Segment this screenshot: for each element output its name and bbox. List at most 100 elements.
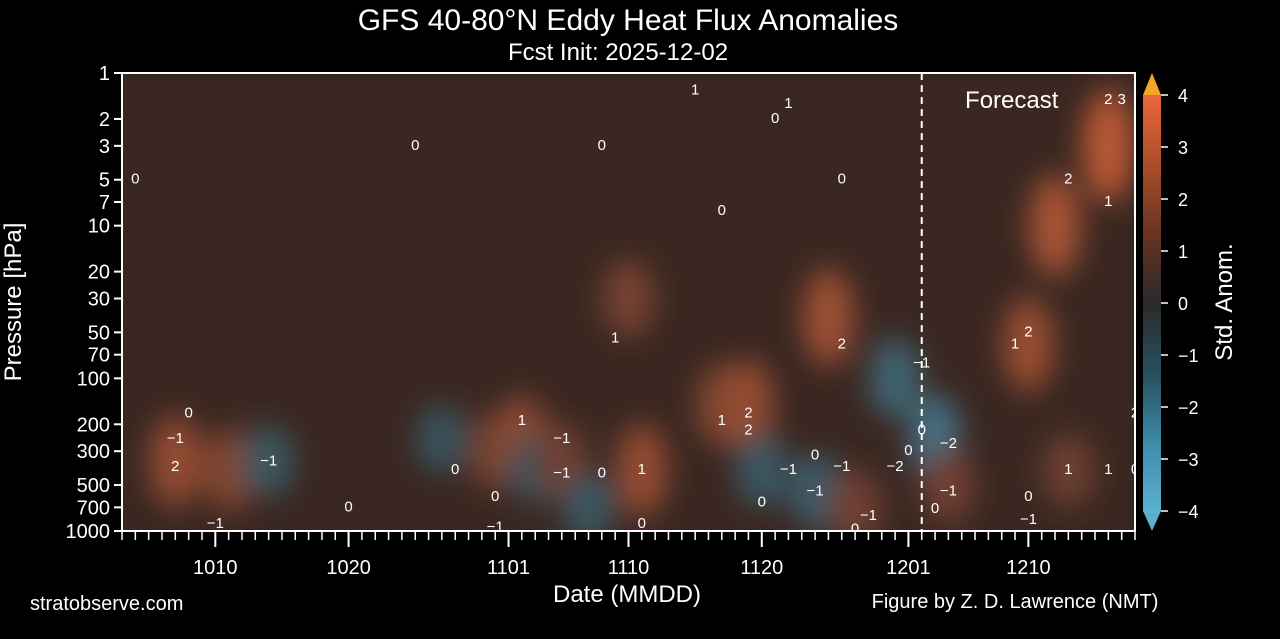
- y-tick-label-700: 700: [77, 497, 110, 519]
- contour-label-9: 0: [491, 488, 499, 505]
- contour-label-44: 0: [1024, 488, 1032, 505]
- contour-label-19: 1: [691, 81, 699, 98]
- contour-label-46: 1: [1064, 461, 1072, 478]
- colorbar-max-arrow: [1143, 73, 1161, 95]
- x-tick-label-1020: 1020: [326, 557, 371, 579]
- contour-label-7: 0: [411, 137, 419, 154]
- contour-label-31: 0: [838, 171, 846, 188]
- contour-label-23: 2: [744, 422, 752, 439]
- x-axis: 1010 1020 1101 1110 1120 1201 1210: [121, 531, 1136, 579]
- y-tick-label-50: 50: [88, 322, 110, 344]
- contour-label-11: 1: [518, 412, 526, 429]
- x-tick-label-1210: 1210: [1006, 557, 1051, 579]
- anomaly-blob-1: [202, 428, 255, 512]
- anomaly-blob-23: [1082, 89, 1135, 202]
- colorbar-tick-label-4: 0: [1178, 294, 1188, 314]
- contour-label-27: −1: [780, 461, 797, 478]
- anomaly-blob-22: [1042, 433, 1095, 508]
- contour-label-43: 2: [1024, 323, 1032, 340]
- chart-subtitle: Fcst Init: 2025-12-02: [508, 39, 728, 66]
- anomaly-blob-9: [602, 259, 655, 338]
- contour-label-12: −1: [553, 430, 570, 447]
- colorbar-tick-label-3: 1: [1178, 242, 1188, 262]
- anomaly-blob-13: [735, 433, 788, 508]
- y-tick-label-1000: 1000: [66, 521, 111, 543]
- contour-label-39: −2: [940, 435, 957, 452]
- anomaly-blob-2: [242, 425, 295, 497]
- forecast-label: Forecast: [965, 87, 1059, 114]
- y-tick-label-3: 3: [99, 136, 110, 158]
- colorbar-tick-label-1: 3: [1178, 138, 1188, 158]
- contour-label-1: 0: [184, 404, 192, 421]
- colorbar-tick-label-7: −3: [1178, 450, 1199, 470]
- contour-label-18: 0: [638, 515, 646, 532]
- anomaly-blob-10: [615, 423, 668, 517]
- anomaly-blob-12: [722, 358, 775, 452]
- colorbar: 4 3 2 1 0 −1 −2 −3 −4 Std. Anom.: [1143, 73, 1238, 531]
- contour-label-28: 0: [811, 446, 819, 463]
- y-tick-label-500: 500: [77, 475, 110, 497]
- contour-label-0: 0: [131, 171, 139, 188]
- x-tick-label-1101: 1101: [487, 557, 530, 579]
- footer-left: stratobserve.com: [30, 593, 183, 615]
- contour-label-15: 0: [598, 464, 606, 481]
- colorbar-tick-label-5: −1: [1178, 346, 1199, 366]
- contour-label-47: 2: [1064, 171, 1072, 188]
- y-tick-label-7: 7: [99, 192, 110, 214]
- contour-label-16: 1: [611, 330, 619, 347]
- contour-label-20: 0: [718, 202, 726, 219]
- contour-label-29: −1: [807, 482, 824, 499]
- contour-label-8: 0: [451, 461, 459, 478]
- contour-label-34: 0: [851, 521, 859, 538]
- contour-label-52: 2: [1131, 404, 1139, 421]
- anomaly-blob-0: [149, 414, 202, 508]
- y-tick-label-20: 20: [88, 262, 110, 284]
- y-tick-label-30: 30: [88, 289, 110, 311]
- contour-label-6: 0: [344, 498, 352, 515]
- contour-label-41: 0: [931, 500, 939, 517]
- contour-label-45: −1: [1020, 511, 1037, 528]
- colorbar-ramp: [1143, 95, 1161, 511]
- contour-label-4: −1: [260, 452, 277, 469]
- colorbar-min-arrow: [1143, 511, 1161, 531]
- colorbar-label: Std. Anom.: [1211, 243, 1238, 360]
- contour-label-22: 2: [744, 404, 752, 421]
- colorbar-tick-label-0: 4: [1178, 86, 1188, 106]
- contour-label-25: 0: [771, 110, 779, 127]
- contour-label-13: −1: [553, 464, 570, 481]
- contour-label-26: 1: [784, 95, 792, 112]
- contour-label-38: 0: [918, 422, 926, 439]
- contour-label-17: 1: [638, 461, 646, 478]
- contour-label-42: 1: [1011, 335, 1019, 352]
- contour-label-3: 2: [171, 458, 179, 475]
- contour-label-30: −1: [833, 458, 850, 475]
- contour-label-14: 0: [598, 137, 606, 154]
- contour-label-2: −1: [167, 430, 184, 447]
- x-axis-label: Date (MMDD): [553, 581, 701, 608]
- footer-right: Figure by Z. D. Lawrence (NMT): [872, 591, 1159, 613]
- contour-label-5: −1: [207, 515, 224, 532]
- x-tick-label-1010: 1010: [193, 557, 238, 579]
- contour-label-35: −2: [887, 458, 904, 475]
- anomaly-blob-17: [869, 337, 922, 419]
- x-tick-label-1110: 1110: [608, 557, 650, 579]
- anomaly-blob-16: [829, 469, 882, 531]
- y-tick-label-100: 100: [77, 368, 110, 390]
- contour-label-48: 1: [1104, 193, 1112, 210]
- contour-label-32: 2: [838, 335, 846, 352]
- y-tick-label-300: 300: [77, 441, 110, 463]
- colorbar-tick-label-2: 2: [1178, 190, 1188, 210]
- contour-label-24: 0: [758, 493, 766, 510]
- contour-label-49: 1: [1104, 461, 1112, 478]
- colorbar-tick-label-8: −4: [1178, 502, 1199, 522]
- y-tick-label-70: 70: [88, 345, 110, 367]
- contour-label-50: 2: [1104, 91, 1112, 108]
- contour-label-36: 0: [904, 442, 912, 459]
- y-tick-label-2: 2: [99, 109, 110, 131]
- y-tick-label-5: 5: [99, 170, 110, 192]
- chart-title: GFS 40-80°N Eddy Heat Flux Anomalies: [358, 4, 899, 37]
- contour-label-51: 3: [1117, 91, 1125, 108]
